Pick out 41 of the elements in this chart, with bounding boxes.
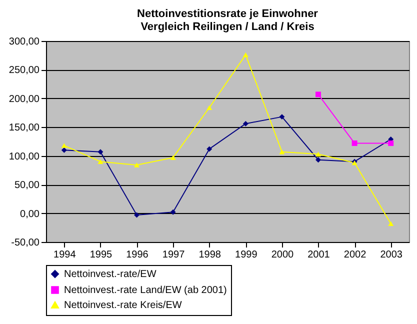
point	[206, 105, 212, 110]
point	[388, 140, 394, 146]
y-tick-label: -50,00	[11, 238, 40, 248]
x-tick-label: 2001	[308, 250, 330, 260]
point	[61, 147, 67, 153]
point	[316, 157, 321, 163]
point	[206, 146, 212, 152]
point	[279, 114, 285, 120]
x-tick-label: 1996	[126, 250, 149, 260]
y-tick-label: 250,00	[8, 65, 40, 76]
x-tick-label: 2002	[344, 250, 367, 260]
point	[352, 140, 358, 146]
point	[242, 52, 248, 58]
point	[134, 162, 140, 168]
point	[61, 143, 67, 148]
y-tick-label: 0,00	[20, 208, 40, 220]
x-tick-label: 1995	[90, 250, 113, 260]
y-tick-label: 200,00	[8, 94, 40, 105]
legend-label: Nettoinvest.-rate Land/EW (ab 2001)	[64, 285, 227, 296]
x-tick-label: 1994	[54, 250, 76, 260]
y-tick-label: 50,00	[14, 180, 40, 192]
point	[316, 152, 321, 157]
point	[170, 155, 176, 160]
x-tick-label: 1999	[235, 250, 258, 260]
point	[98, 159, 104, 164]
legend-label: Nettoinvest.-rate/EW	[64, 269, 157, 280]
y-tick-label: 150,00	[8, 122, 40, 134]
point	[98, 149, 104, 155]
point	[316, 92, 321, 98]
point	[388, 221, 394, 226]
x-tick-label: 2000	[271, 250, 294, 260]
point	[242, 120, 248, 126]
y-tick-label: 300,00	[8, 36, 40, 48]
x-tick-label: 1997	[162, 250, 186, 260]
y-tick-label: 100,00	[8, 151, 40, 162]
chart-title: Nettoinvestitionsrate je Einwohner Vergleich Reilingen / Land / Kreis	[137, 8, 319, 33]
point	[170, 209, 176, 215]
x-tick-label: 1998	[198, 250, 222, 260]
point	[279, 149, 285, 154]
legend-label: Nettoinvest.-rate Kreis/EW	[64, 300, 182, 311]
x-tick-label: 2003	[380, 250, 403, 260]
